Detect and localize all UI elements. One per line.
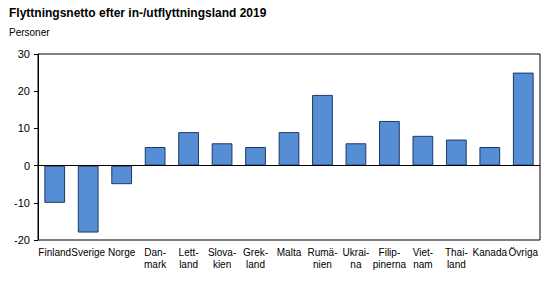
svg-text:mark: mark [144,259,167,270]
svg-text:kien: kien [213,259,231,270]
svg-text:land: land [179,259,198,270]
svg-text:Slova-: Slova- [208,247,236,258]
svg-text:land: land [246,259,265,270]
svg-text:Lett-: Lett- [179,247,199,258]
svg-text:Grek-: Grek- [243,247,268,258]
svg-text:Malta: Malta [277,247,302,258]
svg-text:-20: -20 [14,234,30,246]
svg-text:Thai-: Thai- [445,247,468,258]
svg-text:-10: -10 [14,197,30,209]
svg-text:Viet-: Viet- [413,247,433,258]
svg-text:nam: nam [413,259,432,270]
svg-text:Kanada: Kanada [473,247,508,258]
svg-text:Flyttningsnetto efter in-/utfl: Flyttningsnetto efter in-/utflyttningsla… [9,6,267,20]
svg-text:Finland: Finland [38,247,71,258]
svg-text:pinerna: pinerna [373,259,407,270]
svg-text:Ukrai-: Ukrai- [343,247,370,258]
svg-text:land: land [447,259,466,270]
svg-text:Dan-: Dan- [144,247,166,258]
svg-text:Filip-: Filip- [379,247,401,258]
svg-text:Övriga: Övriga [509,247,539,258]
svg-text:10: 10 [18,122,30,134]
svg-text:Rumä-: Rumä- [307,247,337,258]
svg-text:Personer: Personer [9,27,50,38]
svg-text:na: na [350,259,362,270]
svg-text:20: 20 [18,85,30,97]
svg-text:30: 30 [18,48,30,60]
svg-text:nien: nien [313,259,332,270]
svg-text:Norge: Norge [108,247,136,258]
svg-text:Sverige: Sverige [71,247,105,258]
svg-text:0: 0 [24,160,30,172]
